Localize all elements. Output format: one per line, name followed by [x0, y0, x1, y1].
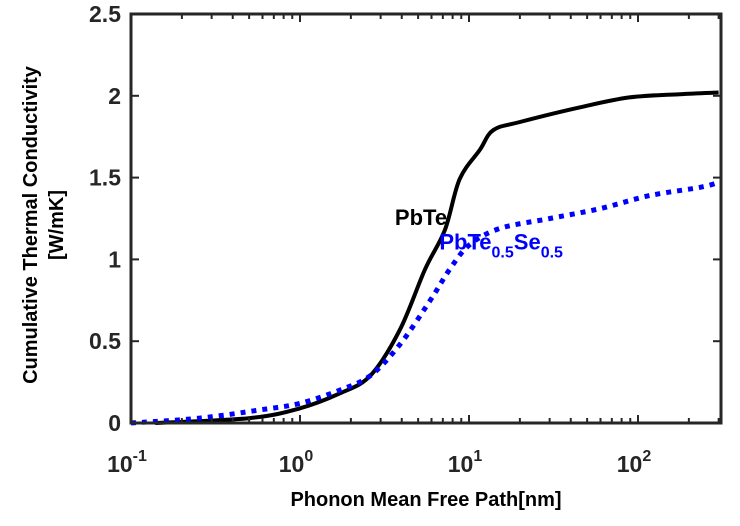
x-tick-label: 100 — [279, 448, 314, 477]
pbtese-label: PbTe0.5Se0.5 — [439, 230, 563, 262]
y-axis-label-line-1: Cumulative Thermal Conductivity — [20, 65, 42, 384]
y-axis-ticks: 0 0.5 1 1.5 2 2.5 — [89, 1, 721, 436]
y-tick-label: 0 — [108, 410, 121, 436]
pbte-label: PbTe — [395, 205, 447, 230]
y-tick-label: 2.5 — [89, 1, 121, 27]
series-layer — [130, 90, 720, 426]
y-axis-label-line-2: [W/mK] — [46, 190, 68, 260]
x-axis-ticks: 10-1 100 101 102 — [107, 14, 720, 477]
axes-box — [129, 12, 723, 425]
y-tick-label: 1 — [108, 246, 121, 272]
x-tick-label: 101 — [448, 448, 483, 477]
y-tick-label: 1.5 — [89, 165, 121, 191]
x-tick-label: 10-1 — [107, 448, 147, 477]
series-line-pbte — [155, 90, 719, 425]
x-tick-label: 102 — [617, 448, 652, 477]
y-tick-label: 0.5 — [89, 328, 121, 354]
series-line-pbte05se05 — [130, 180, 720, 426]
y-tick-label: 2 — [108, 83, 121, 109]
x-axis-label: Phonon Mean Free Path[nm] — [290, 489, 561, 511]
axes-frame — [129, 12, 723, 425]
y-axis-label: Cumulative Thermal Conductivity [W/mK] — [20, 65, 68, 384]
